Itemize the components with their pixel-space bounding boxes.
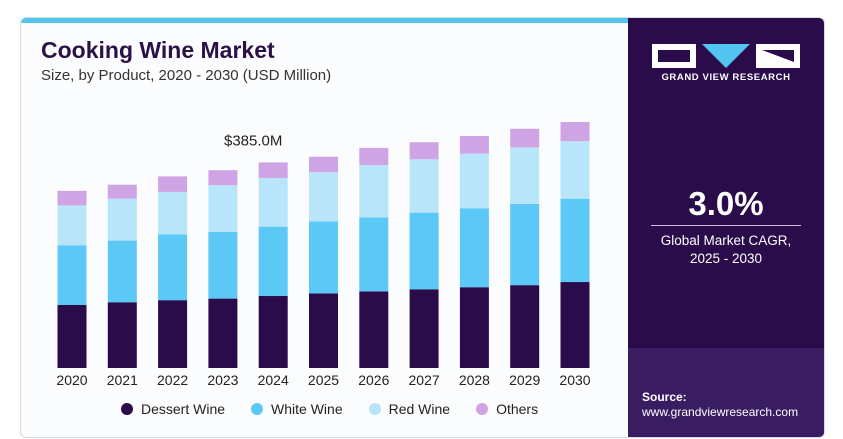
legend-swatch [476,403,489,415]
bar-segment-others-2022 [158,176,188,192]
x-tick-label: 2020 [56,372,87,388]
bar-segment-white-wine-2022 [158,234,188,301]
legend-label: White Wine [271,401,343,417]
bar-segment-red-wine-2026 [359,165,389,218]
source-url[interactable]: www.grandviewresearch.com [642,405,799,419]
bar-segment-white-wine-2026 [359,217,389,292]
legend-item-white-wine: White Wine [251,401,343,417]
legend-item-red-wine: Red Wine [368,401,451,417]
bar-segment-white-wine-2028 [459,208,489,288]
chart-legend: Dessert Wine White Wine Red Wine Others [121,401,538,417]
bar-segment-others-2021 [107,184,137,199]
bar-segment-others-2030 [560,122,590,142]
x-tick-label: 2027 [409,372,440,388]
bar-segment-dessert-wine-2028 [459,287,489,368]
x-tick-label: 2023 [207,372,238,388]
stacked-bar-chart: 2020 2021 2022 2023 2024 2025 2026 2027 2028 2029… [56,122,591,388]
legend-label: Dessert Wine [141,401,226,417]
legend-item-dessert-wine: Dessert Wine [121,401,225,417]
brand-sidebar: GRAND VIEW RESEARCH 3.0% Global Market C… [628,18,824,437]
source-panel [628,348,824,437]
brand-name: GRAND VIEW RESEARCH [661,72,791,83]
chart-title: Cooking Wine Market [41,37,275,63]
bar-segment-red-wine-2029 [510,147,540,204]
bar-segment-others-2028 [459,136,489,154]
x-tick-label: 2024 [258,372,289,388]
legend-swatch [251,403,264,415]
x-tick-label: 2029 [509,372,540,388]
x-tick-label: 2025 [308,372,339,388]
legend-swatch [368,403,381,415]
bar-segment-red-wine-2023 [208,185,238,232]
bar-segment-others-2020 [57,190,87,206]
bar-segment-white-wine-2029 [510,203,540,286]
chart-card: Cooking Wine Market Size, by Product, 20… [20,17,825,438]
bar-segment-white-wine-2030 [560,198,590,283]
bar-segment-dessert-wine-2024 [258,296,288,368]
bar-segment-red-wine-2025 [309,172,338,222]
bar-segment-red-wine-2020 [57,205,87,246]
bar-segment-dessert-wine-2030 [560,282,590,368]
bar-segment-white-wine-2021 [107,240,137,303]
bar-segment-dessert-wine-2026 [359,291,389,368]
bar-segment-others-2024 [258,162,288,178]
chart-subtitle: Size, by Product, 2020 - 2030 (USD Milli… [41,67,332,84]
legend-item-others: Others [476,401,538,417]
value-annotation: $385.0M [224,132,282,149]
bar-segment-red-wine-2021 [107,198,137,241]
bar-segment-dessert-wine-2029 [510,285,540,368]
bar-segment-white-wine-2025 [309,221,338,294]
bar-segment-red-wine-2022 [158,191,188,235]
bar-segment-red-wine-2027 [409,159,439,213]
bar-segment-others-2025 [309,156,338,173]
x-tick-label: 2028 [459,372,490,388]
bar-segment-dessert-wine-2021 [107,302,137,368]
cagr-divider [651,225,801,226]
bar-segment-red-wine-2024 [258,177,288,227]
bar-segment-white-wine-2027 [409,212,439,290]
bar-segment-others-2023 [208,170,238,186]
bar-segment-dessert-wine-2022 [158,300,188,368]
bar-segment-others-2026 [359,147,389,165]
x-tick-label: 2022 [157,372,188,388]
bar-segment-dessert-wine-2027 [409,289,439,368]
x-tick-label: 2030 [559,372,590,388]
legend-label: Others [496,401,539,417]
bar-segment-others-2027 [409,142,439,160]
bar-segment-white-wine-2023 [208,231,238,299]
x-tick-label: 2026 [358,372,389,388]
x-tick-label: 2021 [107,372,138,388]
cagr-value: 3.0% [688,185,764,222]
grand-view-research-logo [652,44,800,68]
bar-segment-others-2029 [510,128,540,148]
bar-segment-red-wine-2030 [560,141,590,199]
bar-segment-white-wine-2024 [258,226,288,297]
legend-label: Red Wine [388,401,451,417]
bar-segment-red-wine-2028 [459,153,489,209]
legend-swatch [121,403,133,415]
bar-segment-dessert-wine-2023 [208,298,238,368]
accent-bar [21,18,631,23]
bar-segment-dessert-wine-2020 [57,304,87,368]
bar-segment-dessert-wine-2025 [309,293,338,368]
cagr-label: Global Market CAGR, 2025 - 2030 [660,233,792,266]
source-label: Source: [642,390,687,404]
bar-segment-white-wine-2020 [57,245,87,305]
